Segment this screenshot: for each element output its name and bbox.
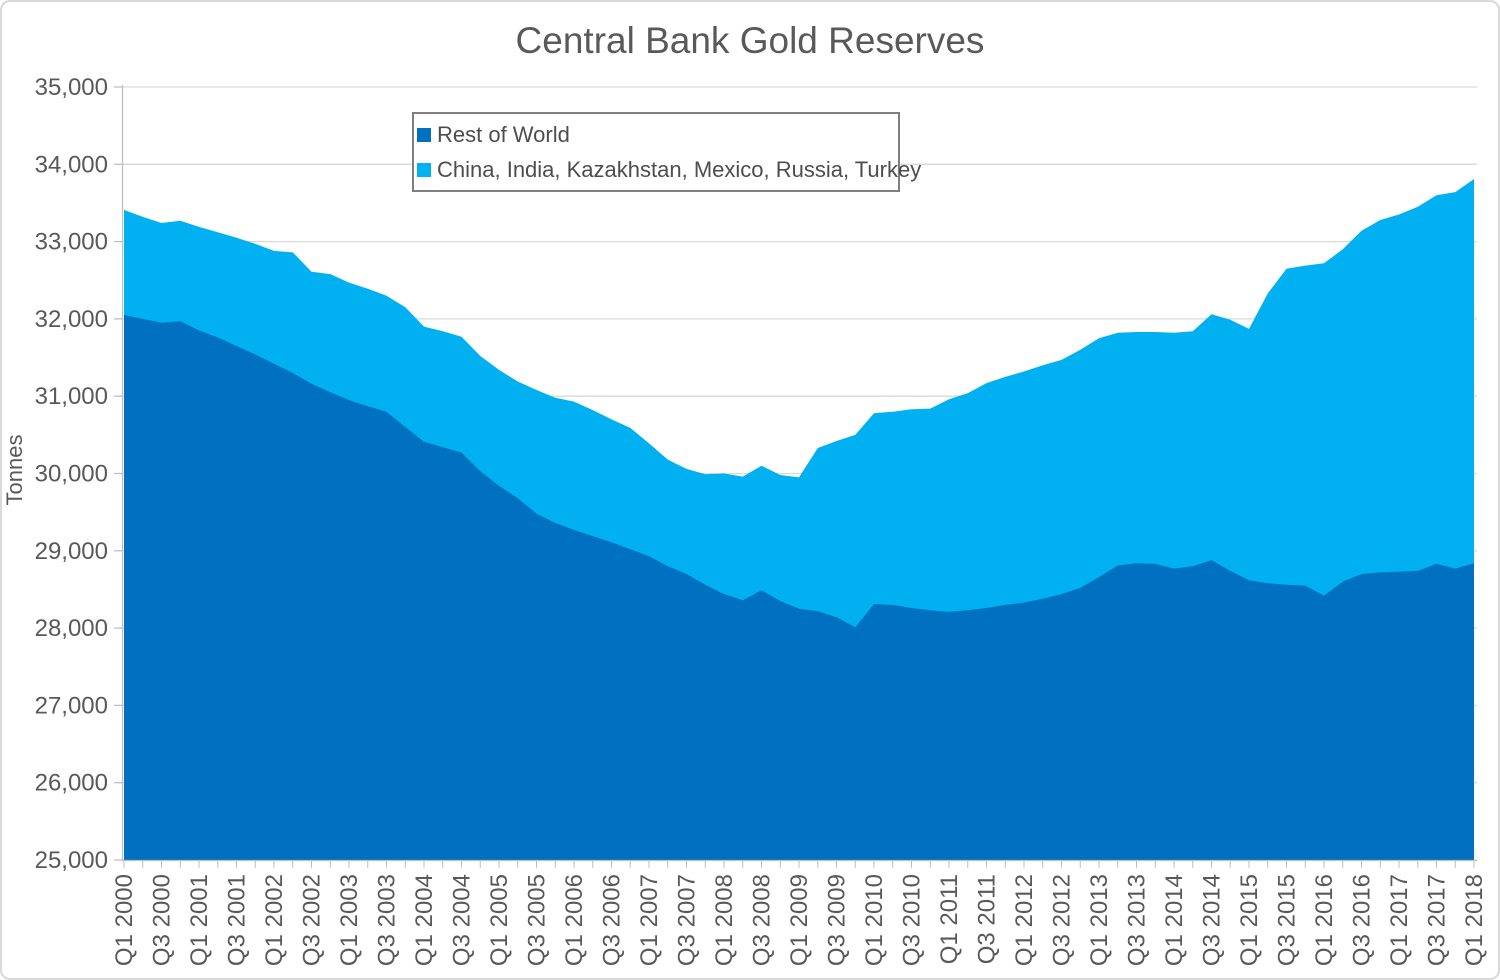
y-tick-label: 29,000 [35,538,108,565]
y-tick-label: 35,000 [35,74,108,101]
x-tick-label: Q1 2003 [336,874,363,966]
y-tick-label: 34,000 [35,151,108,178]
chart-title: Central Bank Gold Reserves [515,20,985,61]
legend-label-six-countries: China, India, Kazakhstan, Mexico, Russia… [437,156,922,182]
x-tick-label: Q3 2009 [824,874,851,966]
x-tick-label: Q3 2000 [149,874,176,966]
x-tick-label: Q3 2011 [974,874,1001,964]
x-tick-label: Q3 2001 [224,874,251,966]
y-tick-label: 32,000 [35,306,108,333]
y-tick-label: 31,000 [35,383,108,410]
x-tick-label: Q3 2014 [1199,874,1226,966]
x-tick-label: Q1 2016 [1311,874,1338,966]
x-tick-label: Q1 2012 [1011,874,1038,966]
x-tick-label: Q1 2005 [486,874,513,966]
y-tick-label: 27,000 [35,692,108,719]
x-tick-label: Q1 2011 [936,874,963,964]
x-tick-label: Q3 2017 [1424,874,1451,966]
x-tick-label: Q3 2002 [299,874,326,966]
y-axis-title: Tonnes [2,435,27,506]
x-tick-label: Q1 2018 [1461,874,1488,966]
x-tick-label: Q3 2004 [449,874,476,966]
x-tick-label: Q3 2015 [1274,874,1301,966]
x-tick-label: Q1 2015 [1236,874,1263,966]
x-tick-label: Q1 2001 [186,874,213,966]
legend-item-rest-of-world: Rest of World [417,117,892,152]
x-tick-label: Q1 2017 [1386,874,1413,966]
x-tick-label: Q1 2008 [711,874,738,966]
x-tick-label: Q1 2010 [861,874,888,966]
x-tick-label: Q3 2016 [1349,874,1376,966]
x-tick-label: Q3 2006 [599,874,626,966]
legend-swatch-rest-of-world-icon [417,127,431,142]
legend-label-rest-of-world: Rest of World [437,121,570,147]
x-tick-label: Q1 2000 [111,874,138,966]
y-tick-label: 25,000 [35,847,108,874]
y-tick-label: 33,000 [35,229,108,256]
x-tick-label: Q3 2012 [1049,874,1076,966]
x-tick-label: Q3 2005 [524,874,551,966]
x-tick-label: Q1 2004 [411,874,438,966]
x-tick-label: Q3 2013 [1124,874,1151,966]
y-tick-label: 28,000 [35,615,108,642]
x-tick-label: Q1 2006 [561,874,588,966]
legend: Rest of World China, India, Kazakhstan, … [412,112,921,192]
x-tick-label: Q1 2002 [261,874,288,966]
x-tick-label: Q1 2009 [786,874,813,966]
x-tick-label: Q1 2007 [636,874,663,966]
x-tick-label: Q1 2013 [1086,874,1113,966]
x-tick-label: Q3 2003 [374,874,401,966]
x-tick-label: Q3 2007 [674,874,701,966]
x-tick-label: Q3 2008 [749,874,776,966]
legend-swatch-six-countries-icon [417,162,431,177]
y-tick-label: 26,000 [35,770,108,797]
legend-item-six-countries: China, India, Kazakhstan, Mexico, Russia… [417,152,921,187]
series-area-rest-of-world [124,315,1474,860]
x-tick-label: Q1 2014 [1161,874,1188,966]
x-tick-label: Q3 2010 [899,874,926,966]
y-tick-label: 30,000 [35,461,108,488]
